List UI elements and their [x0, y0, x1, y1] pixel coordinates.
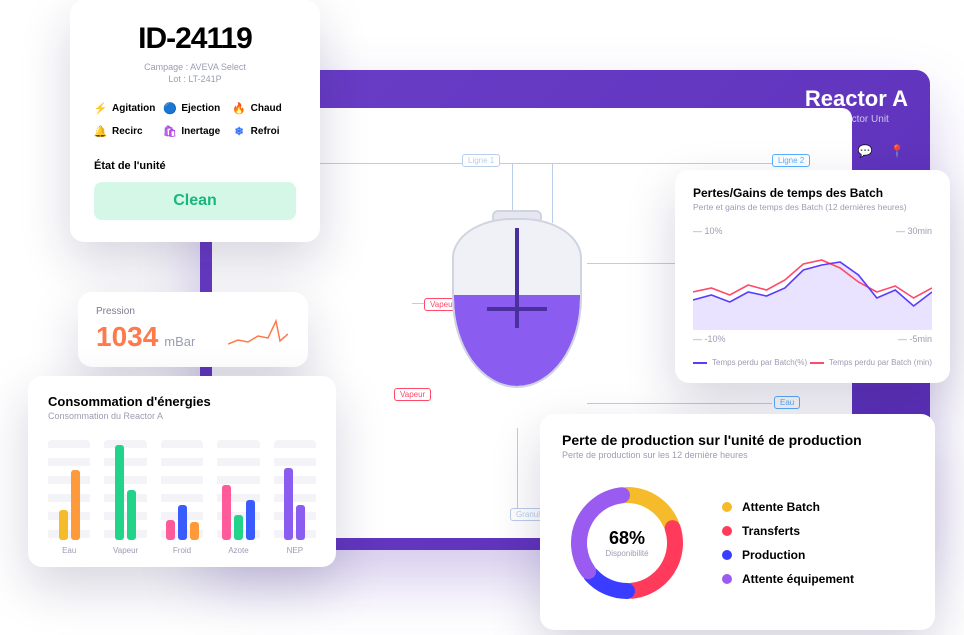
- pid-tag: Ligne 1: [462, 154, 500, 167]
- energy-subtitle: Consommation du Reactor A: [48, 411, 316, 421]
- pressure-unit: mBar: [164, 334, 195, 349]
- production-subtitle: Perte de production sur les 12 dernière …: [562, 450, 913, 460]
- pid-tag: Eau: [774, 396, 800, 409]
- pressure-sparkline: [228, 316, 288, 346]
- bar: [190, 522, 199, 540]
- legend-attente-équipement: Attente équipement: [722, 572, 854, 586]
- signal-icon: 🔥: [233, 102, 246, 115]
- bar-label: Azote: [228, 546, 248, 555]
- bar: [71, 470, 80, 540]
- bar-group-eau: Eau: [48, 440, 90, 555]
- legend-production: Production: [722, 548, 854, 562]
- legend-transferts: Transferts: [722, 524, 854, 538]
- unit-lot: Lot : LT-241P: [94, 74, 296, 84]
- card-pressure: Pression 1034 mBar: [78, 292, 308, 367]
- pertes-subtitle: Perte et gains de temps des Batch (12 de…: [693, 202, 932, 212]
- bar: [234, 515, 243, 540]
- bar-group-vapeur: Vapeur: [104, 440, 146, 555]
- donut-label: Disponibilité: [605, 549, 648, 558]
- card-unit-id: ID-24119 Campage : AVEVA Select Lot : LT…: [70, 0, 320, 242]
- signal-icon: 🔔: [94, 125, 107, 138]
- bar-group-azote: Azote: [217, 440, 259, 555]
- bar-group-nep: NEP: [274, 440, 316, 555]
- production-legend: Attente Batch Transferts Production Attente…: [722, 500, 854, 586]
- unit-state-value: Clean: [94, 182, 296, 220]
- bar: [115, 445, 124, 540]
- card-pertes-gains: Pertes/Gains de temps des Batch Perte et…: [675, 170, 950, 383]
- bar-group-froid: Froid: [161, 440, 203, 555]
- signal-icon: ⚡: [94, 102, 107, 115]
- signal-ejection: 🔵Ejection: [163, 102, 226, 115]
- pressure-value: 1034: [96, 321, 158, 353]
- energy-title: Consommation d'énergies: [48, 394, 316, 409]
- legend-dot: [722, 502, 732, 512]
- production-title: Perte de production sur l'unité de produ…: [562, 432, 913, 448]
- pid-tag: Vapeur: [394, 388, 431, 401]
- signal-icon: ❄: [233, 125, 246, 138]
- card-production: Perte de production sur l'unité de produ…: [540, 414, 935, 630]
- location-icon[interactable]: 📍: [886, 140, 908, 162]
- unit-id: ID-24119: [94, 22, 296, 56]
- signal-icon: 🔵: [163, 102, 176, 115]
- legend-min: Temps perdu par Batch (min): [810, 358, 932, 367]
- card-energy: Consommation d'énergies Consommation du …: [28, 376, 336, 567]
- signal-inertage: 🛍Inertage: [163, 125, 226, 138]
- bar: [59, 510, 68, 540]
- signal-agitation: ⚡Agitation: [94, 102, 157, 115]
- reactor-vessel: [452, 218, 582, 428]
- legend-attente-batch: Attente Batch: [722, 500, 854, 514]
- unit-campaign: Campage : AVEVA Select: [94, 62, 296, 72]
- bar-label: NEP: [287, 546, 303, 555]
- signals-grid: ⚡Agitation 🔵Ejection 🔥Chaud 🔔Recirc 🛍Inertag…: [94, 102, 296, 138]
- pertes-y-right-top: — 30min: [896, 226, 932, 236]
- pid-tag: Ligne 2: [772, 154, 810, 167]
- bar-label: Eau: [62, 546, 76, 555]
- pertes-y-right-bot: — -5min: [898, 334, 932, 344]
- signal-refroi: ❄Refroi: [233, 125, 296, 138]
- bar: [284, 468, 293, 540]
- pertes-title: Pertes/Gains de temps des Batch: [693, 186, 932, 200]
- bar: [178, 505, 187, 540]
- signal-icon: 🛍: [163, 125, 176, 138]
- bar: [166, 520, 175, 540]
- bar: [222, 485, 231, 540]
- unit-state-label: État de l'unité: [94, 160, 296, 172]
- bar: [246, 500, 255, 540]
- chat-icon[interactable]: 💬: [854, 140, 876, 162]
- energy-bars: Eau Vapeur Froid Azote NEP: [48, 435, 316, 555]
- bar: [296, 505, 305, 540]
- pertes-y-left-bot: — -10%: [693, 334, 726, 344]
- bar: [127, 490, 136, 540]
- pertes-chart: [693, 240, 932, 330]
- legend-dot: [722, 550, 732, 560]
- legend-dot: [722, 574, 732, 584]
- signal-recirc: 🔔Recirc: [94, 125, 157, 138]
- bar-label: Froid: [173, 546, 191, 555]
- pertes-y-left-top: — 10%: [693, 226, 723, 236]
- signal-chaud: 🔥Chaud: [233, 102, 296, 115]
- legend-dot: [722, 526, 732, 536]
- donut-chart: 68% Disponibilité: [562, 478, 692, 608]
- legend-pct: Temps perdu par Batch(%): [693, 358, 807, 367]
- bar-label: Vapeur: [113, 546, 138, 555]
- donut-value: 68%: [605, 528, 648, 549]
